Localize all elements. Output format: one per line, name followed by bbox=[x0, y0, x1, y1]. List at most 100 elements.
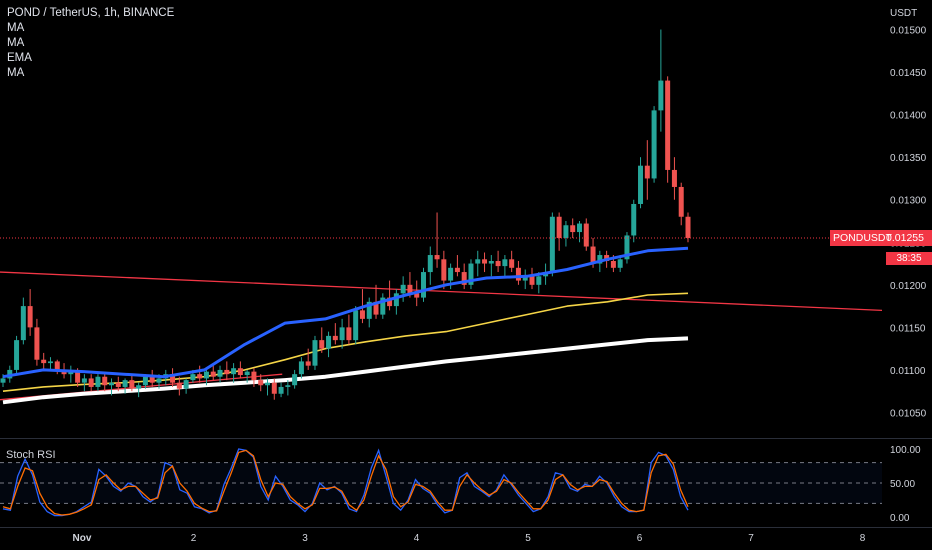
candle-body bbox=[536, 276, 542, 285]
candle-body bbox=[495, 260, 501, 267]
candle-body bbox=[115, 382, 121, 387]
time-tick-label: 8 bbox=[860, 533, 866, 544]
candle-body bbox=[88, 378, 94, 387]
candle-body bbox=[644, 165, 650, 179]
indicator-ma-2[interactable]: MA bbox=[7, 37, 25, 49]
indicator-ma-1[interactable]: MA bbox=[7, 22, 25, 34]
time-tick-label: 7 bbox=[748, 533, 754, 544]
candle-body bbox=[197, 374, 203, 379]
candle-body bbox=[685, 216, 691, 239]
candle-body bbox=[529, 276, 535, 285]
candle-body bbox=[224, 369, 230, 375]
candle-body bbox=[570, 225, 576, 233]
candle-body bbox=[278, 386, 284, 394]
candle-body bbox=[576, 223, 582, 233]
candle-body bbox=[109, 382, 115, 386]
candle-body bbox=[244, 371, 250, 376]
candle-body bbox=[271, 382, 277, 394]
candle-body bbox=[522, 276, 528, 281]
candle-body bbox=[0, 378, 6, 383]
chart-legend: POND / TetherUS, 1h, BINANCE MA MA EMA M… bbox=[7, 6, 174, 81]
candle-body bbox=[509, 259, 515, 268]
time-tick-label: 3 bbox=[302, 533, 308, 544]
candle-body bbox=[346, 327, 352, 341]
candle-body bbox=[47, 361, 53, 364]
price-tick-label: 0.01150 bbox=[890, 323, 926, 334]
candle-body bbox=[414, 293, 420, 298]
last-price-symbol: PONDUSDT bbox=[833, 232, 892, 245]
price-tick-label: 0.01050 bbox=[890, 408, 927, 419]
candle-body bbox=[651, 110, 657, 179]
candle-body bbox=[20, 306, 26, 341]
candle-body bbox=[638, 165, 644, 204]
candle-body bbox=[468, 263, 474, 285]
candle-body bbox=[319, 340, 325, 349]
candle-body bbox=[68, 371, 74, 375]
stoch-rsi-label[interactable]: Stoch RSI bbox=[6, 449, 56, 461]
price-tick-label: 0.01450 bbox=[890, 68, 927, 79]
candle-body bbox=[353, 310, 359, 341]
candle-body bbox=[54, 361, 60, 370]
candle-body bbox=[631, 203, 637, 236]
ma-yellow-line bbox=[2, 292, 689, 392]
price-tick-label: 0.01500 bbox=[890, 26, 927, 37]
indicator-ma-3[interactable]: MA bbox=[7, 67, 25, 79]
candle-body bbox=[339, 327, 345, 341]
candle-body bbox=[617, 259, 623, 268]
candle-body bbox=[81, 378, 87, 383]
price-tick-label: 0.01350 bbox=[890, 153, 927, 164]
stoch-k-line bbox=[2, 448, 689, 517]
candle-body bbox=[549, 216, 555, 273]
candle-body bbox=[454, 267, 460, 273]
candle-body bbox=[156, 378, 162, 383]
candle-body bbox=[400, 284, 406, 294]
candle-body bbox=[359, 310, 365, 319]
candle-body bbox=[665, 80, 671, 170]
candle-body bbox=[597, 255, 603, 264]
candle-body bbox=[678, 186, 684, 217]
bar-countdown: 38:35 bbox=[886, 252, 932, 265]
candle-body bbox=[441, 259, 447, 281]
price-tick-label: 0.01400 bbox=[890, 111, 927, 122]
candle-body bbox=[27, 306, 33, 328]
candle-body bbox=[14, 340, 20, 370]
candle-body bbox=[326, 335, 332, 349]
stoch-d-line bbox=[2, 449, 689, 516]
candle-body bbox=[461, 272, 467, 285]
candle-body bbox=[420, 272, 426, 298]
last-price-tag: PONDUSDT 0.01255 bbox=[830, 230, 932, 247]
time-tick-label: 5 bbox=[525, 533, 531, 544]
candle-body bbox=[95, 376, 101, 387]
candle-body bbox=[142, 376, 148, 386]
candle-body bbox=[305, 361, 311, 366]
candle-body bbox=[502, 259, 508, 267]
candle-body bbox=[380, 297, 386, 315]
symbol-title[interactable]: POND / TetherUS, 1h, BINANCE bbox=[7, 7, 175, 19]
candle-body bbox=[237, 368, 243, 376]
candle-body bbox=[149, 376, 155, 383]
candle-body bbox=[251, 371, 257, 381]
candle-body bbox=[393, 293, 399, 307]
candle-body bbox=[448, 267, 454, 281]
candle-body bbox=[610, 260, 616, 268]
candle-body bbox=[475, 259, 481, 264]
candle-body bbox=[298, 361, 304, 375]
price-tick-label: 0.01300 bbox=[890, 196, 927, 207]
trendline-upper bbox=[0, 271, 883, 312]
time-tick-label: 6 bbox=[637, 533, 643, 544]
candle-body bbox=[332, 335, 338, 341]
candle-body bbox=[129, 380, 135, 389]
candle-body bbox=[183, 380, 189, 389]
candle-body bbox=[482, 259, 488, 264]
candle-body bbox=[434, 255, 440, 260]
candle-body bbox=[203, 371, 209, 379]
candle-body bbox=[210, 371, 216, 377]
indicator-ema[interactable]: EMA bbox=[7, 52, 32, 64]
candle-body bbox=[285, 385, 291, 387]
price-tick-label: 0.01200 bbox=[890, 281, 927, 292]
candle-body bbox=[122, 380, 128, 387]
candle-body bbox=[407, 284, 413, 294]
time-tick-label: Nov bbox=[73, 533, 92, 544]
candle-body bbox=[258, 380, 264, 386]
